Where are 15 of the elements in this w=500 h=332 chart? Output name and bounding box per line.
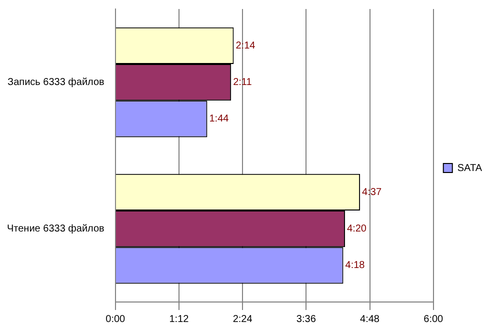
x-tick-label: 2:24: [232, 314, 253, 325]
data-label: 4:37: [362, 186, 382, 198]
data-label: 4:18: [345, 260, 366, 272]
legend-label: SATA: [457, 162, 482, 174]
x-tick-label: 6:00: [424, 314, 444, 325]
x-tick-label: 4:48: [360, 314, 380, 325]
y-tick-label: Чтение 6333 файлов: [6, 224, 104, 234]
data-label: 2:11: [233, 77, 252, 88]
x-tick-label: 0:00: [106, 314, 126, 325]
x-tick-label: 3:36: [296, 314, 316, 325]
data-label: 4:20: [347, 224, 367, 234]
data-label: 2:14: [236, 40, 256, 52]
y-tick-label: Запись 6333 файлов: [8, 77, 104, 88]
x-tick-label: 1:12: [169, 314, 190, 325]
data-label: 1:44: [209, 114, 230, 125]
